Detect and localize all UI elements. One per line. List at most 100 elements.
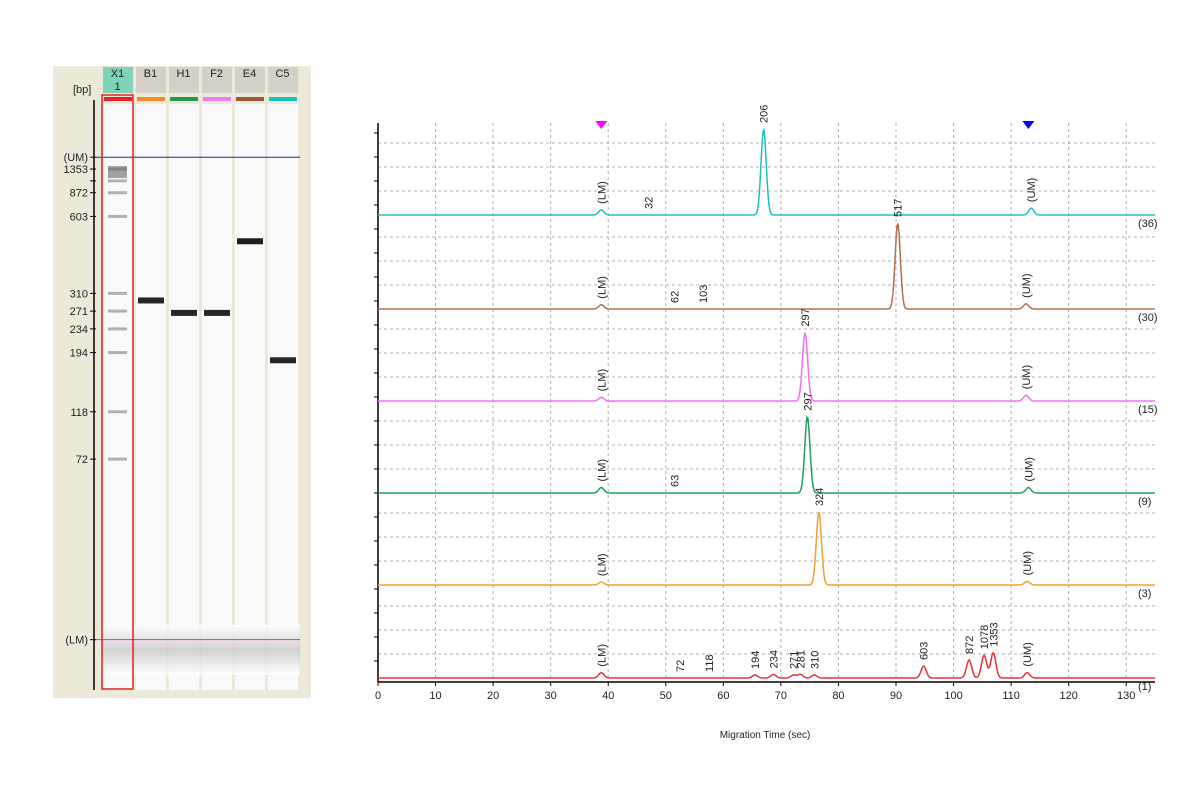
lane-color-strip — [203, 97, 231, 101]
peak-label: 297 — [802, 392, 814, 410]
lane-color-strip — [104, 97, 132, 101]
ladder-band-cluster — [108, 166, 127, 179]
gel-marker-label: 271 — [70, 306, 88, 318]
ladder-band — [108, 457, 127, 461]
gel-marker-label: 1353 — [64, 164, 88, 176]
gel-marker-label: 194 — [70, 348, 88, 360]
trace-f2 — [378, 332, 1155, 402]
peak-label: 324 — [814, 488, 826, 506]
peak-label: (LM) — [596, 369, 608, 392]
lane-color-strip — [170, 97, 198, 101]
peak-label: (UM) — [1021, 365, 1033, 389]
peak-label: (LM) — [596, 644, 608, 667]
gel-marker-label: 603 — [70, 211, 88, 223]
peak-label: 297 — [800, 308, 812, 326]
peak-label: (UM) — [1021, 273, 1033, 297]
gel-marker-label: 72 — [76, 454, 88, 466]
ladder-band — [108, 351, 127, 355]
lane-header-label: F2 — [210, 68, 223, 80]
lane-background — [268, 104, 298, 690]
lane-header-x1 — [103, 67, 133, 93]
lane-header-label: C5 — [275, 68, 289, 80]
lane-header-b1 — [136, 67, 166, 93]
peak-label: 234 — [768, 650, 780, 668]
series-index-label: (30) — [1138, 312, 1158, 324]
x-tick-label: 10 — [429, 690, 441, 702]
gel-image-panel: [bp] X1 1 B1 H1 F2 E4 C5 (UM) 1353 872 603 310 271 234… — [53, 66, 311, 698]
x-tick-label: 110 — [1002, 690, 1020, 702]
peak-label: 603 — [919, 642, 931, 660]
peak-label: 1353 — [988, 622, 1000, 646]
sample-band — [138, 297, 164, 304]
peak-label: 271 — [789, 651, 801, 669]
gel-svg: [bp] X11 B1 H1 F2 E4 C5 (UM)1353 872 603 310 271 234… — [64, 67, 300, 690]
lane-header-label: B1 — [144, 68, 157, 80]
lane-header-h1 — [169, 67, 199, 93]
sample-band — [171, 309, 197, 316]
peak-label: 103 — [698, 285, 710, 303]
gel-marker-label: 310 — [70, 288, 88, 300]
x-tick-label: 30 — [545, 690, 557, 702]
peak-label: (LM) — [596, 181, 608, 204]
x-tick-label: 0 — [375, 690, 381, 702]
gel-unit-label: [bp] — [73, 84, 91, 96]
lane-header-label: H1 — [176, 68, 190, 80]
x-tick-label: 70 — [775, 690, 787, 702]
series-index-label: (15) — [1138, 404, 1158, 416]
lane-color-strip — [236, 97, 264, 101]
peak-label: 62 — [669, 291, 681, 303]
peak-label: (UM) — [1023, 457, 1035, 481]
lane-background — [169, 104, 199, 690]
lane-header-e4 — [235, 67, 265, 93]
lane-color-strip — [137, 97, 165, 101]
peak-label: 63 — [669, 475, 681, 487]
peak-label: 206 — [759, 105, 771, 123]
peak-label: 517 — [893, 199, 905, 217]
trace-x1 — [378, 651, 1155, 679]
lane-header-label: E4 — [243, 68, 256, 80]
reference-marker — [1022, 121, 1035, 129]
x-tick-label: 60 — [717, 690, 729, 702]
gel-marker-label: 872 — [70, 188, 88, 200]
lane-background — [202, 104, 232, 690]
trace-b1 — [378, 511, 1155, 586]
sample-band — [237, 238, 263, 245]
x-axis-title: Migration Time (sec) — [720, 730, 811, 741]
ladder-band — [108, 309, 127, 313]
series-index-label: (1) — [1138, 681, 1151, 693]
peak-label: 32 — [644, 197, 656, 209]
x-tick-label: 130 — [1117, 690, 1135, 702]
gel-marker-label: (LM) — [65, 635, 88, 647]
peak-label: (LM) — [596, 553, 608, 576]
gel-marker-label: 234 — [70, 324, 88, 336]
trace-h1 — [378, 415, 1155, 494]
peak-label: 118 — [704, 654, 716, 672]
lane-background — [103, 104, 133, 690]
series-index-label: (9) — [1138, 496, 1151, 508]
peak-label: 310 — [809, 651, 821, 669]
x-tick-label: 20 — [487, 690, 499, 702]
series-index-label: (3) — [1138, 588, 1151, 600]
peak-label: (LM) — [596, 276, 608, 299]
ladder-band — [108, 410, 127, 414]
x-tick-label: 80 — [832, 690, 844, 702]
peak-label: (UM) — [1022, 551, 1034, 575]
peak-label: (LM) — [596, 459, 608, 482]
peak-label: (UM) — [1026, 178, 1038, 202]
electropherogram-chart: 0 10 20 30 40 50 60 70 80 90 100 110 120 130 Migration… — [374, 105, 1158, 741]
trace-e4 — [378, 223, 1155, 310]
x-tick-label: 100 — [944, 690, 962, 702]
sample-band — [204, 309, 230, 316]
x-tick-label: 50 — [660, 690, 672, 702]
peak-label: 194 — [750, 651, 762, 669]
lane-background — [136, 104, 166, 690]
ladder-band — [108, 214, 127, 218]
selected-lane-outline — [101, 94, 134, 690]
peak-label: 72 — [675, 660, 687, 672]
sample-band — [270, 357, 296, 364]
peak-label: (UM) — [1022, 642, 1034, 666]
lane-header-f2 — [202, 67, 232, 93]
x-tick-label: 40 — [602, 690, 614, 702]
lane-header-c5 — [268, 67, 298, 93]
ladder-band — [108, 179, 127, 183]
